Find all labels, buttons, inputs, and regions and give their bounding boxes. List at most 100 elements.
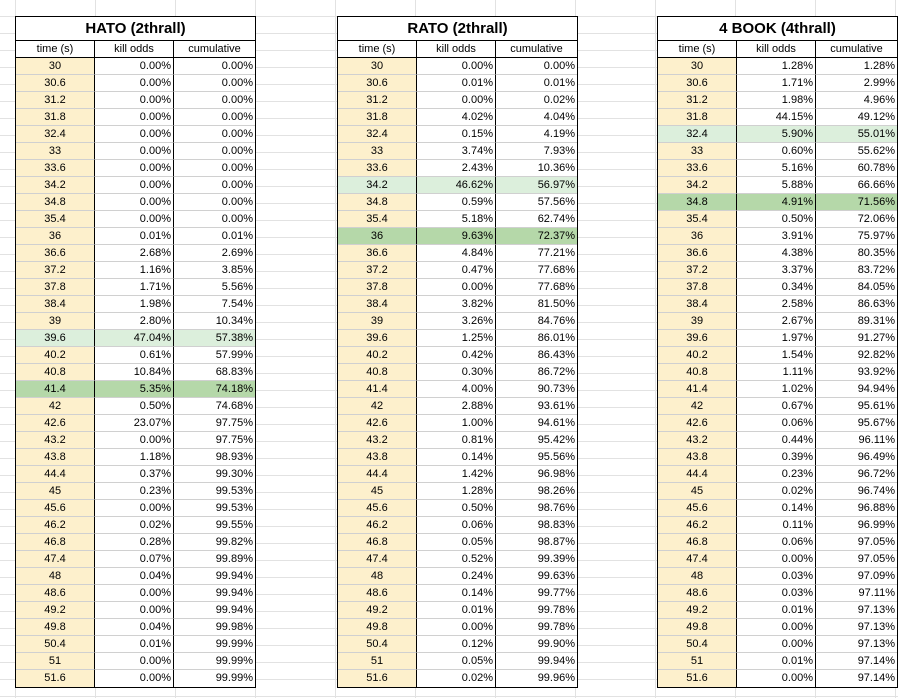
cell-cumulative[interactable]: 99.94%: [174, 568, 255, 585]
cell-cumulative[interactable]: 0.01%: [496, 75, 577, 92]
cell-cumulative[interactable]: 86.01%: [496, 330, 577, 347]
column-header-cumulative[interactable]: cumulative: [174, 41, 255, 58]
cell-cumulative[interactable]: 0.00%: [174, 143, 255, 160]
cell-cumulative[interactable]: 0.02%: [496, 92, 577, 109]
cell-cumulative[interactable]: 77.68%: [496, 262, 577, 279]
column-header-time[interactable]: time (s): [658, 41, 737, 58]
cell-cumulative[interactable]: 96.99%: [816, 517, 897, 534]
cell-kill-odds[interactable]: 0.50%: [95, 398, 174, 415]
cell-kill-odds[interactable]: 5.88%: [737, 177, 816, 194]
cell-kill-odds[interactable]: 0.00%: [417, 279, 496, 296]
cell-kill-odds[interactable]: 1.25%: [417, 330, 496, 347]
cell-kill-odds[interactable]: 0.00%: [95, 653, 174, 670]
cell-kill-odds[interactable]: 4.38%: [737, 245, 816, 262]
cell-cumulative[interactable]: 95.61%: [816, 398, 897, 415]
cell-time[interactable]: 32.4: [658, 126, 737, 143]
cell-cumulative[interactable]: 99.78%: [496, 602, 577, 619]
cell-kill-odds[interactable]: 1.16%: [95, 262, 174, 279]
cell-cumulative[interactable]: 97.13%: [816, 619, 897, 636]
cell-cumulative[interactable]: 97.11%: [816, 585, 897, 602]
cell-kill-odds[interactable]: 1.00%: [417, 415, 496, 432]
cell-cumulative[interactable]: 96.11%: [816, 432, 897, 449]
cell-time[interactable]: 45: [16, 483, 95, 500]
cell-time[interactable]: 40.8: [338, 364, 417, 381]
cell-cumulative[interactable]: 80.35%: [816, 245, 897, 262]
cell-time[interactable]: 49.2: [338, 602, 417, 619]
cell-time[interactable]: 45: [658, 483, 737, 500]
cell-time[interactable]: 36: [16, 228, 95, 245]
cell-time[interactable]: 37.2: [16, 262, 95, 279]
cell-time[interactable]: 40.2: [338, 347, 417, 364]
cell-time[interactable]: 30.6: [338, 75, 417, 92]
cell-kill-odds[interactable]: 0.00%: [417, 619, 496, 636]
cell-time[interactable]: 42: [658, 398, 737, 415]
cell-cumulative[interactable]: 0.00%: [496, 58, 577, 75]
cell-time[interactable]: 42: [338, 398, 417, 415]
cell-kill-odds[interactable]: 2.67%: [737, 313, 816, 330]
cell-kill-odds[interactable]: 0.67%: [737, 398, 816, 415]
table-title[interactable]: RATO (2thrall): [338, 17, 577, 41]
cell-cumulative[interactable]: 0.01%: [174, 228, 255, 245]
cell-kill-odds[interactable]: 0.02%: [95, 517, 174, 534]
cell-cumulative[interactable]: 99.99%: [215, 672, 253, 684]
cell-time[interactable]: 50.4: [16, 636, 95, 653]
column-header-cumulative[interactable]: cumulative: [816, 41, 897, 58]
cell-time[interactable]: 44.4: [16, 466, 95, 483]
cell-kill-odds[interactable]: 2.80%: [95, 313, 174, 330]
cell-time[interactable]: 42.6: [338, 415, 417, 432]
cell-kill-odds[interactable]: 0.00%: [737, 670, 816, 687]
cell-time[interactable]: 39.6: [16, 330, 95, 347]
cell-kill-odds[interactable]: 0.60%: [737, 143, 816, 160]
cell-cumulative[interactable]: 99.77%: [496, 585, 577, 602]
cell-kill-odds[interactable]: 9.63%: [417, 228, 496, 245]
cell-cumulative[interactable]: 7.54%: [174, 296, 255, 313]
cell-cumulative[interactable]: 4.96%: [816, 92, 897, 109]
cell-cumulative[interactable]: 0.00%: [174, 177, 255, 194]
cell-time[interactable]: 30: [658, 58, 737, 75]
cell-kill-odds[interactable]: 0.24%: [417, 568, 496, 585]
cell-kill-odds[interactable]: 3.74%: [417, 143, 496, 160]
cell-kill-odds[interactable]: 0.81%: [417, 432, 496, 449]
cell-time[interactable]: 34.8: [658, 194, 737, 211]
cell-kill-odds[interactable]: 0.42%: [417, 347, 496, 364]
cell-time[interactable]: 32.4: [16, 126, 95, 143]
cell-kill-odds[interactable]: 0.00%: [95, 211, 174, 228]
cell-time[interactable]: 47.4: [16, 551, 95, 568]
cell-time[interactable]: 47.4: [658, 551, 737, 568]
cell-kill-odds[interactable]: 10.84%: [95, 364, 174, 381]
cell-cumulative[interactable]: 56.97%: [496, 177, 577, 194]
cell-cumulative[interactable]: 95.42%: [496, 432, 577, 449]
cell-cumulative[interactable]: 60.78%: [816, 160, 897, 177]
cell-kill-odds[interactable]: 0.00%: [737, 551, 816, 568]
cell-cumulative[interactable]: 93.61%: [496, 398, 577, 415]
cell-kill-odds[interactable]: 0.00%: [95, 670, 174, 687]
cell-kill-odds[interactable]: 0.03%: [737, 585, 816, 602]
cell-kill-odds[interactable]: 0.59%: [417, 194, 496, 211]
cell-time[interactable]: 40.2: [658, 347, 737, 364]
cell-kill-odds[interactable]: 3.91%: [737, 228, 816, 245]
cell-time[interactable]: 45.6: [338, 500, 417, 517]
cell-cumulative[interactable]: 99.90%: [496, 636, 577, 653]
column-header-time[interactable]: time (s): [16, 41, 95, 58]
cell-time[interactable]: 49.8: [338, 619, 417, 636]
cell-time[interactable]: 51.6: [16, 670, 95, 687]
cell-cumulative[interactable]: 49.12%: [816, 109, 897, 126]
cell-cumulative[interactable]: 95.56%: [496, 449, 577, 466]
cell-time[interactable]: 34.8: [16, 194, 95, 211]
cell-time[interactable]: 42.6: [658, 415, 737, 432]
cell-time[interactable]: 43.2: [338, 432, 417, 449]
cell-kill-odds[interactable]: 5.90%: [737, 126, 816, 143]
cell-kill-odds[interactable]: 3.82%: [417, 296, 496, 313]
cell-cumulative[interactable]: 62.74%: [496, 211, 577, 228]
cell-kill-odds[interactable]: 0.04%: [95, 619, 174, 636]
cell-cumulative[interactable]: 71.56%: [816, 194, 897, 211]
cell-cumulative[interactable]: 99.53%: [174, 483, 255, 500]
cell-time[interactable]: 43.8: [16, 449, 95, 466]
cell-cumulative[interactable]: 2.99%: [816, 75, 897, 92]
cell-time[interactable]: 48: [16, 568, 95, 585]
cell-kill-odds[interactable]: 3.26%: [417, 313, 496, 330]
cell-kill-odds[interactable]: 1.97%: [737, 330, 816, 347]
cell-kill-odds[interactable]: 0.37%: [95, 466, 174, 483]
cell-cumulative[interactable]: 99.94%: [174, 585, 255, 602]
cell-kill-odds[interactable]: 0.00%: [95, 126, 174, 143]
